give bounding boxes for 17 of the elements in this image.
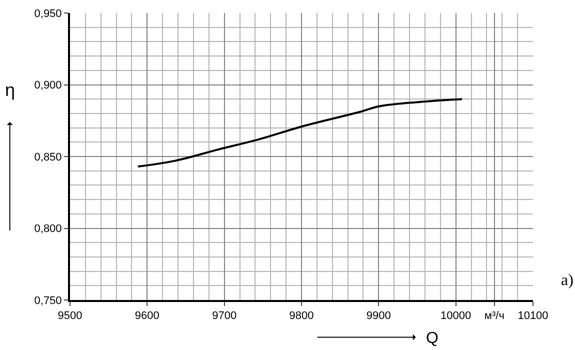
x-tick-label: 10100 — [518, 310, 548, 322]
y-tick-label: 0,950 — [34, 8, 62, 20]
x-tick-label: 9600 — [134, 310, 160, 322]
y-tick-label: 0,750 — [34, 294, 62, 307]
y-tick-label: 0,900 — [34, 80, 62, 92]
y-axis-title: η — [5, 80, 16, 100]
line-series — [136, 98, 464, 168]
x-tick-label: 9900 — [366, 310, 391, 322]
x-tick-label: 10000 — [440, 310, 472, 322]
y-tick-label: 0,850 — [34, 151, 62, 164]
x-tick-label: 9500 — [58, 310, 82, 322]
x-tick-label: 9800 — [289, 310, 314, 322]
text: a) — [561, 272, 574, 289]
x-tick-label: 9700 — [212, 310, 237, 322]
y-tick-label: 0,800 — [34, 223, 62, 236]
x-axis-title: Q — [426, 330, 438, 347]
x-tick-label: м³/ч — [484, 310, 504, 322]
